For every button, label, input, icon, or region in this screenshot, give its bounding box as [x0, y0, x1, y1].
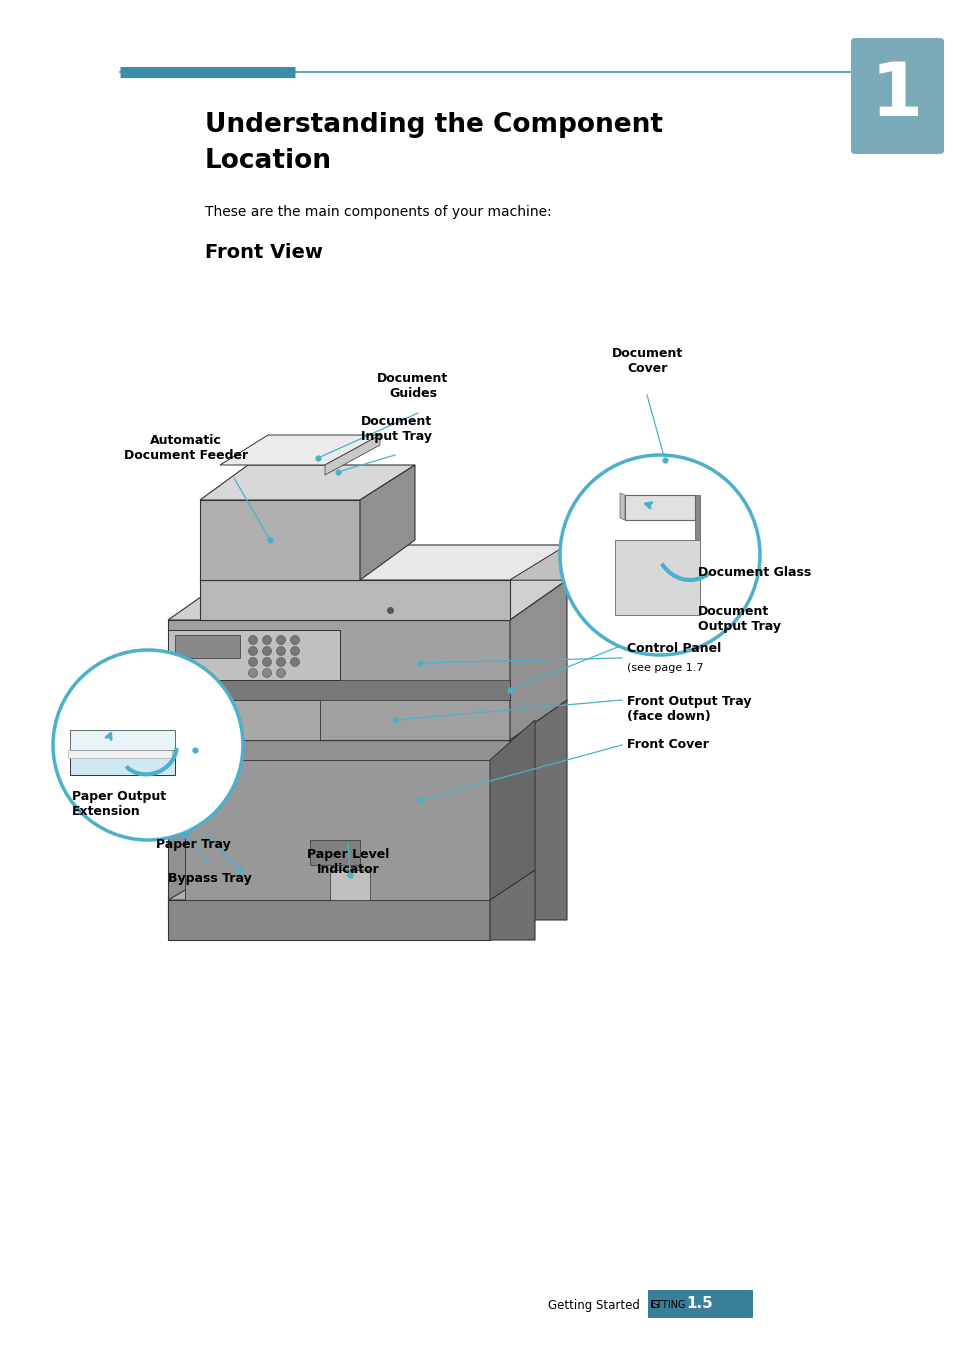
Text: Document
Input Tray: Document Input Tray [361, 415, 432, 443]
Polygon shape [168, 621, 510, 740]
Polygon shape [145, 709, 310, 730]
Text: 1.5: 1.5 [686, 1296, 713, 1311]
Circle shape [262, 635, 272, 645]
Polygon shape [695, 495, 700, 610]
Polygon shape [168, 700, 566, 740]
Circle shape [248, 635, 257, 645]
Text: Bypass Tray: Bypass Tray [168, 872, 252, 886]
Polygon shape [200, 499, 359, 580]
Circle shape [276, 669, 285, 677]
Text: Document
Cover: Document Cover [612, 347, 683, 376]
Circle shape [276, 635, 285, 645]
Text: Front View: Front View [205, 244, 322, 262]
Text: These are the main components of your machine:: These are the main components of your ma… [205, 205, 551, 219]
Text: Paper Output
Extension: Paper Output Extension [71, 790, 166, 818]
Text: G: G [649, 1300, 658, 1310]
Polygon shape [200, 580, 510, 621]
Circle shape [262, 646, 272, 656]
Polygon shape [510, 580, 566, 740]
Text: Paper Tray: Paper Tray [155, 839, 230, 851]
Circle shape [248, 646, 257, 656]
Polygon shape [174, 635, 240, 658]
Text: (see page 1.7: (see page 1.7 [626, 664, 702, 673]
Text: 1: 1 [870, 59, 923, 132]
Text: Front Output Tray
(face down): Front Output Tray (face down) [626, 695, 751, 723]
FancyBboxPatch shape [647, 1289, 752, 1318]
Text: ETTING: ETTING [649, 1300, 691, 1310]
Polygon shape [619, 493, 624, 520]
Polygon shape [168, 700, 319, 740]
Polygon shape [168, 870, 535, 900]
Polygon shape [68, 750, 172, 758]
Polygon shape [510, 545, 566, 580]
Text: Understanding the Component: Understanding the Component [205, 112, 662, 139]
Polygon shape [200, 545, 566, 580]
Polygon shape [185, 760, 490, 900]
Polygon shape [220, 435, 379, 464]
Polygon shape [168, 740, 510, 921]
Polygon shape [624, 495, 695, 520]
Circle shape [291, 646, 299, 656]
Polygon shape [325, 435, 379, 475]
Text: Document Glass: Document Glass [698, 565, 810, 579]
Polygon shape [310, 840, 359, 865]
Polygon shape [615, 540, 700, 615]
Text: Front Cover: Front Cover [626, 739, 708, 751]
Circle shape [248, 657, 257, 666]
Circle shape [291, 635, 299, 645]
Polygon shape [359, 464, 415, 580]
Circle shape [53, 650, 243, 840]
Text: Automatic
Document Feeder: Automatic Document Feeder [124, 433, 248, 462]
Polygon shape [70, 750, 174, 775]
Polygon shape [168, 680, 510, 700]
Circle shape [559, 455, 760, 656]
Polygon shape [510, 700, 566, 921]
Circle shape [276, 646, 285, 656]
Text: Getting Started: Getting Started [548, 1299, 639, 1311]
Text: Document
Output Tray: Document Output Tray [698, 604, 781, 633]
Text: Paper Level
Indicator: Paper Level Indicator [307, 848, 389, 876]
Polygon shape [168, 630, 339, 680]
Circle shape [262, 657, 272, 666]
FancyBboxPatch shape [850, 38, 943, 153]
Text: Control Panel: Control Panel [626, 642, 720, 654]
Circle shape [262, 669, 272, 677]
Circle shape [248, 669, 257, 677]
Circle shape [291, 657, 299, 666]
Text: Document
Guides: Document Guides [377, 371, 448, 400]
Text: Location: Location [205, 148, 332, 174]
Polygon shape [168, 900, 490, 940]
Polygon shape [490, 720, 535, 900]
Polygon shape [200, 464, 415, 499]
Polygon shape [330, 870, 370, 900]
Circle shape [276, 657, 285, 666]
Polygon shape [168, 580, 566, 621]
Polygon shape [490, 870, 535, 940]
Polygon shape [70, 730, 174, 750]
